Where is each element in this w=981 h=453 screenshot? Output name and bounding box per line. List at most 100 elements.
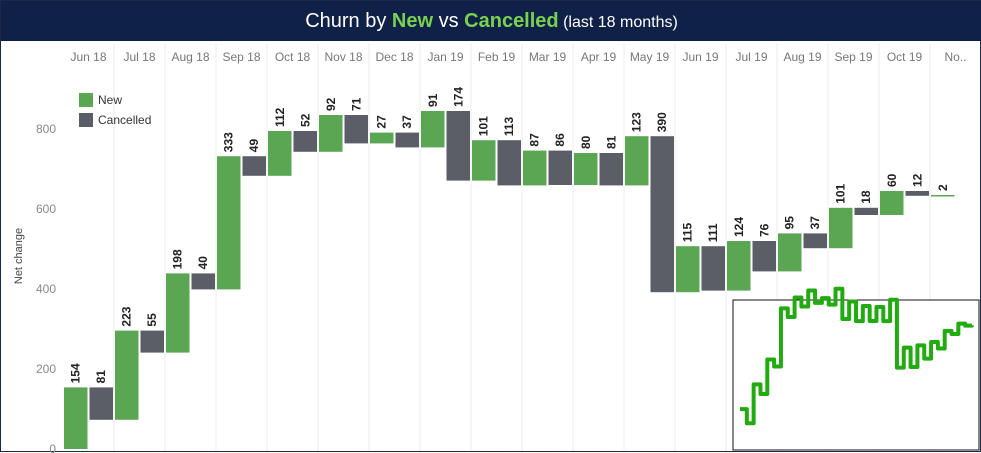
- title-new-word: New: [391, 10, 434, 32]
- y-tick-label: 400: [36, 282, 56, 296]
- title-mid: vs: [433, 10, 465, 32]
- bar-value-label: 111: [706, 223, 720, 242]
- bar-value-label: 55: [145, 313, 159, 327]
- bar-cancelled: [599, 153, 623, 186]
- month-label: Jul 19: [735, 50, 767, 64]
- legend-label: New: [98, 93, 122, 107]
- month-label: Jul 18: [123, 50, 155, 64]
- bar-value-label: 223: [120, 306, 134, 326]
- bar-value-label: 198: [171, 249, 185, 269]
- month-label: Oct 18: [275, 50, 311, 64]
- month-label: Feb 19: [478, 50, 516, 64]
- bar-cancelled: [344, 115, 368, 144]
- bar-cancelled: [650, 136, 674, 293]
- month-label: Aug 19: [783, 50, 821, 64]
- legend-swatch: [79, 93, 93, 107]
- bar-value-label: 60: [885, 173, 899, 187]
- month-label: Sep 19: [834, 50, 872, 64]
- bar-value-label: 101: [834, 183, 848, 203]
- bar-value-label: 390: [655, 112, 669, 132]
- month-label: Aug 18: [171, 50, 209, 64]
- bar-new: [829, 207, 853, 249]
- bar-cancelled: [701, 246, 725, 291]
- month-label: Nov 18: [324, 50, 362, 64]
- bar-new: [370, 132, 394, 144]
- bar-new: [523, 150, 547, 186]
- bar-value-label: 49: [247, 139, 261, 153]
- bar-value-label: 124: [732, 217, 746, 237]
- month-label: No..: [944, 50, 966, 64]
- bar-value-label: 101: [477, 116, 491, 136]
- bar-value-label: 112: [273, 107, 287, 127]
- bar-new: [217, 156, 241, 290]
- bar-value-label: 76: [757, 223, 771, 237]
- bar-value-label: 52: [298, 113, 312, 127]
- bar-new: [421, 111, 445, 148]
- month-label: Oct 19: [887, 50, 923, 64]
- y-tick-label: 600: [36, 202, 56, 216]
- bar-value-label: 154: [69, 363, 83, 383]
- bar-new: [472, 140, 496, 181]
- bar-cancelled: [905, 191, 929, 196]
- y-axis-label: Net change: [13, 228, 25, 284]
- month-label: Apr 19: [581, 50, 617, 64]
- bar-value-label: 115: [681, 223, 695, 243]
- bar-new: [676, 246, 700, 293]
- bar-value-label: 37: [808, 216, 822, 230]
- bar-cancelled: [395, 132, 419, 148]
- y-tick-label: 0: [49, 442, 56, 453]
- bar-new: [115, 330, 139, 420]
- bar-new: [727, 241, 751, 291]
- bar-cancelled: [140, 330, 164, 353]
- bar-new: [319, 115, 343, 152]
- month-label: Sep 18: [222, 50, 260, 64]
- y-tick-label: 800: [36, 122, 56, 136]
- month-label: Dec 18: [375, 50, 413, 64]
- bar-cancelled: [89, 387, 113, 420]
- y-tick-label: 200: [36, 362, 56, 376]
- bar-new: [166, 273, 190, 353]
- bar-new: [574, 153, 598, 185]
- bar-value-label: 333: [222, 132, 236, 152]
- month-label: Jun 19: [682, 50, 718, 64]
- bar-cancelled: [548, 150, 572, 185]
- bar-value-label: 86: [553, 133, 567, 147]
- bar-cancelled: [293, 131, 317, 152]
- inset-running-total-line: [740, 286, 974, 426]
- title-prefix: Churn by: [305, 10, 392, 32]
- bar-value-label: 81: [604, 135, 618, 149]
- bar-value-label: 174: [451, 87, 465, 107]
- bar-cancelled: [854, 207, 878, 215]
- bar-cancelled: [446, 111, 470, 181]
- bar-value-label: 2: [936, 184, 950, 191]
- bar-cancelled: [242, 156, 266, 176]
- chart-title: Churn by New vs Cancelled (last 18 month…: [1, 1, 981, 41]
- bar-value-label: 95: [783, 216, 797, 230]
- bar-value-label: 87: [528, 133, 542, 147]
- bar-value-label: 18: [859, 190, 873, 204]
- bar-cancelled: [803, 233, 827, 249]
- bar-value-label: 92: [324, 97, 338, 111]
- bar-cancelled: [191, 273, 215, 290]
- bar-cancelled: [752, 241, 776, 272]
- bar-new: [64, 387, 88, 449]
- bar-value-label: 40: [196, 256, 210, 270]
- bar-new: [625, 136, 649, 186]
- bar-value-label: 80: [579, 135, 593, 149]
- legend-swatch: [79, 113, 93, 127]
- bar-new: [778, 233, 802, 272]
- bar-value-label: 81: [94, 370, 108, 384]
- bar-value-label: 123: [630, 112, 644, 132]
- bar-cancelled: [497, 140, 521, 186]
- month-label: Jun 18: [70, 50, 106, 64]
- bar-value-label: 91: [426, 93, 440, 107]
- bar-value-label: 37: [400, 115, 414, 129]
- bar-new: [931, 195, 955, 197]
- legend-label: Cancelled: [98, 113, 151, 127]
- bar-new: [880, 191, 904, 215]
- bar-value-label: 113: [502, 117, 516, 137]
- bar-value-label: 12: [910, 173, 924, 187]
- month-label: May 19: [630, 50, 670, 64]
